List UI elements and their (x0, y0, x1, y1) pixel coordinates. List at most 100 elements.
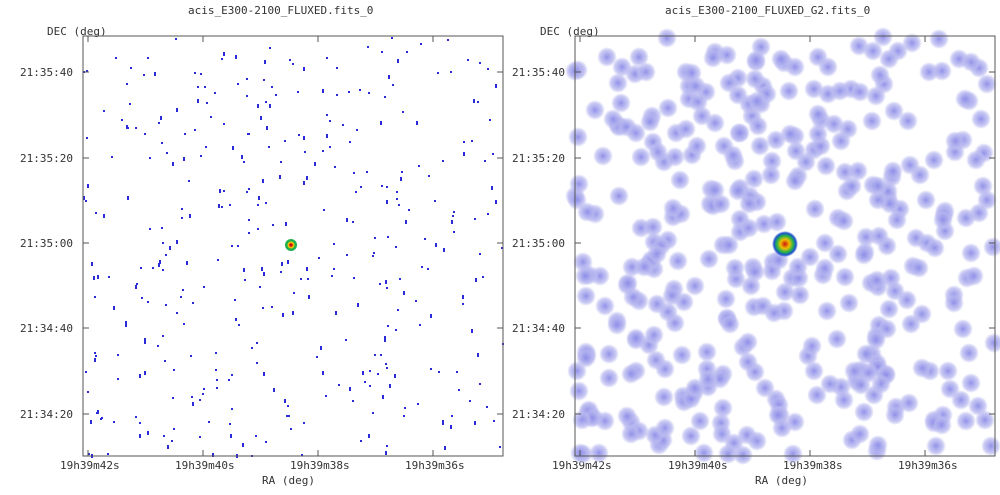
event-pixel (200, 155, 202, 157)
event-pixel (477, 353, 479, 357)
event-pixel (169, 246, 171, 250)
event-pixel (100, 418, 102, 420)
event-pixel (130, 67, 132, 69)
event-pixel (477, 101, 479, 103)
event-pixel (435, 243, 437, 247)
event-pixel (161, 142, 163, 144)
event-pixel (189, 214, 191, 218)
smoothed-blob (871, 374, 891, 394)
event-pixel (157, 345, 159, 347)
event-pixel (234, 299, 236, 301)
event-pixel (420, 43, 422, 45)
event-pixel (191, 396, 193, 398)
event-pixel (126, 125, 128, 129)
event-pixel (262, 179, 264, 183)
smoothed-blob (885, 281, 905, 301)
event-pixel (108, 276, 110, 278)
event-pixel (381, 185, 383, 187)
x-tick-label: 19h39m36s (898, 459, 958, 472)
event-pixel (386, 186, 388, 188)
event-pixel (406, 51, 408, 53)
event-pixel (386, 200, 388, 204)
smoothed-blob (717, 45, 737, 65)
smoothed-blob (938, 361, 958, 381)
event-pixel (360, 440, 362, 442)
smoothed-blob (831, 131, 851, 151)
event-pixel (243, 268, 245, 272)
event-pixel (117, 354, 119, 356)
event-pixel (442, 423, 444, 425)
event-pixel (111, 156, 113, 158)
event-pixel (289, 59, 291, 61)
smoothed-blob (977, 74, 997, 94)
event-pixel (248, 133, 250, 135)
event-pixel (495, 200, 497, 204)
source-marker (289, 243, 293, 247)
event-pixel (396, 191, 398, 193)
smoothed-blob (718, 444, 738, 464)
event-pixel (85, 371, 87, 373)
smoothed-blob (815, 258, 835, 278)
smoothed-blob (779, 81, 799, 101)
event-pixel (229, 423, 231, 425)
smoothed-blob (873, 27, 893, 47)
event-pixel (346, 218, 348, 222)
event-pixel (135, 127, 137, 129)
event-pixel (159, 260, 161, 264)
smoothed-blob (568, 127, 588, 147)
smoothed-blob (589, 443, 609, 463)
smoothed-blob (924, 150, 944, 170)
smoothed-blob (658, 98, 678, 118)
smoothed-blob (739, 218, 759, 238)
event-pixel (147, 301, 149, 303)
event-pixel (452, 215, 454, 217)
smoothed-blob (851, 375, 871, 395)
event-pixel (467, 59, 469, 61)
event-pixel (326, 57, 328, 59)
event-pixel (203, 286, 205, 288)
event-pixel (428, 175, 430, 177)
event-pixel (366, 171, 368, 173)
smoothed-blob (862, 111, 882, 131)
smoothed-blob (971, 109, 991, 129)
event-pixel (246, 78, 248, 80)
event-pixel (489, 119, 491, 121)
event-pixel (204, 86, 206, 88)
smoothed-blob (817, 301, 837, 321)
event-pixel (152, 267, 154, 269)
smoothed-blob (647, 244, 667, 264)
smoothed-blob (771, 49, 791, 69)
event-pixel (430, 314, 432, 318)
smoothed-blob (899, 393, 919, 413)
event-pixel (248, 232, 250, 234)
y-tick-label: 21:34:20 (20, 408, 73, 421)
event-pixel (334, 166, 336, 168)
smoothed-blob (961, 243, 981, 263)
y-tick-label: 21:34:40 (20, 322, 73, 335)
smoothed-blob (728, 85, 748, 105)
event-pixel (377, 373, 379, 375)
smoothed-blob (834, 211, 854, 231)
event-pixel (479, 253, 481, 255)
event-pixel (346, 254, 348, 256)
event-pixel (398, 204, 400, 206)
smoothed-blob (720, 314, 740, 334)
event-pixel (162, 335, 164, 337)
smoothed-blob (599, 368, 619, 388)
smoothed-blob (912, 358, 932, 378)
event-pixel (482, 276, 484, 278)
event-pixel (87, 391, 89, 393)
event-pixel (469, 400, 471, 402)
event-pixel (257, 204, 259, 206)
event-pixel (373, 252, 375, 254)
event-pixel (288, 415, 290, 417)
source-marker (772, 231, 798, 257)
smoothed-blob (933, 210, 953, 230)
event-pixel (135, 285, 137, 289)
event-pixel (349, 141, 351, 143)
event-pixel (172, 162, 174, 166)
event-pixel (171, 440, 173, 442)
event-pixel (97, 275, 99, 279)
event-pixel (144, 133, 146, 135)
event-pixel (194, 72, 196, 74)
